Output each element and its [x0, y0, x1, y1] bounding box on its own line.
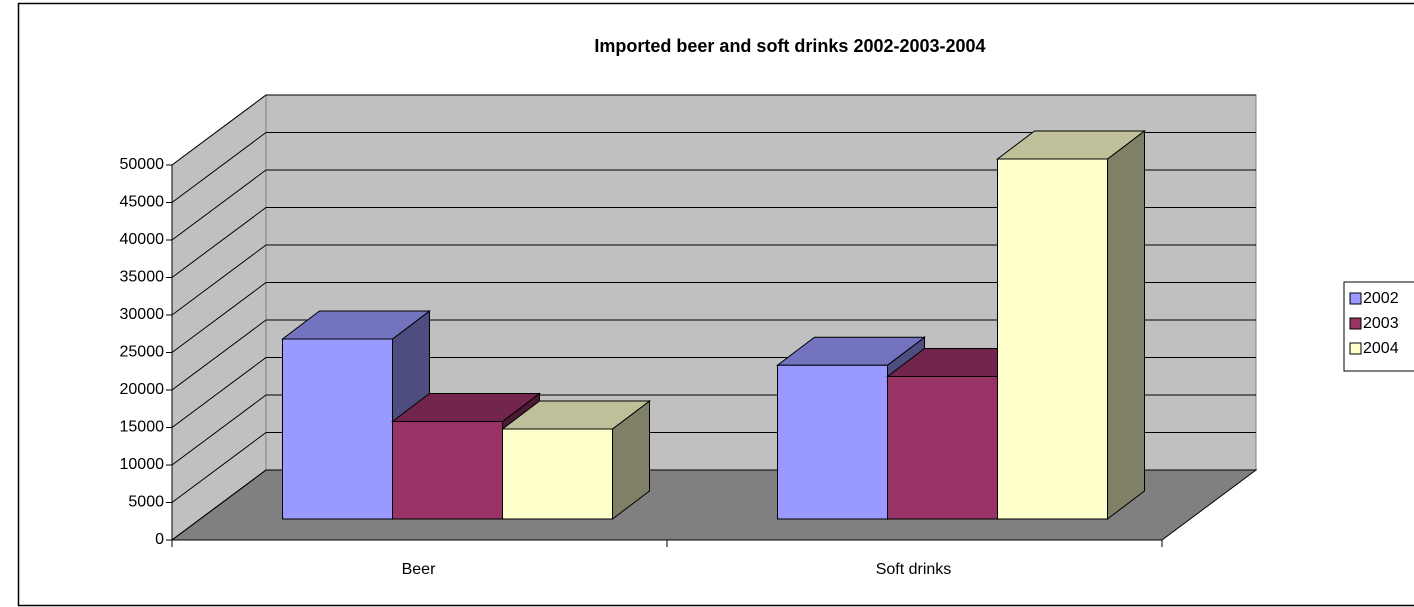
x-tick-label: Beer: [402, 561, 436, 578]
legend-label: 2003: [1363, 315, 1399, 332]
y-tick-label: 20000: [120, 381, 165, 398]
y-tick-label: 15000: [120, 419, 165, 436]
legend-label: 2002: [1363, 290, 1399, 307]
grid-line: [171, 319, 1256, 391]
grid-line: [171, 244, 1256, 316]
y-tick-label: 30000: [120, 306, 165, 323]
grid-line: [171, 169, 1256, 241]
y-tick-label: 50000: [120, 156, 165, 173]
y-tick-label: 25000: [120, 344, 165, 361]
bar-front: [887, 376, 998, 520]
y-tick-label: 5000: [128, 494, 164, 511]
y-tick-label: 10000: [120, 456, 165, 473]
legend-label: 2004: [1363, 340, 1399, 357]
bar-front: [502, 428, 613, 520]
grid-line: [171, 132, 1256, 203]
legend-swatch: [1349, 292, 1362, 305]
y-tick-label: 35000: [120, 269, 165, 286]
y-tick-label: 40000: [120, 231, 165, 248]
legend-swatch: [1349, 342, 1362, 355]
legend-swatch: [1349, 317, 1362, 330]
x-tick-label: Soft drinks: [876, 561, 952, 578]
y-tick-label: 0: [155, 531, 164, 548]
grid-line: [171, 282, 1256, 353]
bar-front: [777, 364, 888, 520]
grid-line: [171, 94, 1256, 166]
bar-side: [1107, 129, 1145, 521]
chart-title: Imported beer and soft drinks 2002-2003-…: [594, 36, 985, 56]
bar: [996, 129, 1146, 521]
bar-front: [997, 158, 1108, 520]
bar-front: [282, 338, 393, 520]
bar: [501, 399, 651, 521]
bar-front: [392, 421, 503, 520]
y-tick-label: 45000: [120, 194, 165, 211]
grid-line: [171, 207, 1256, 278]
